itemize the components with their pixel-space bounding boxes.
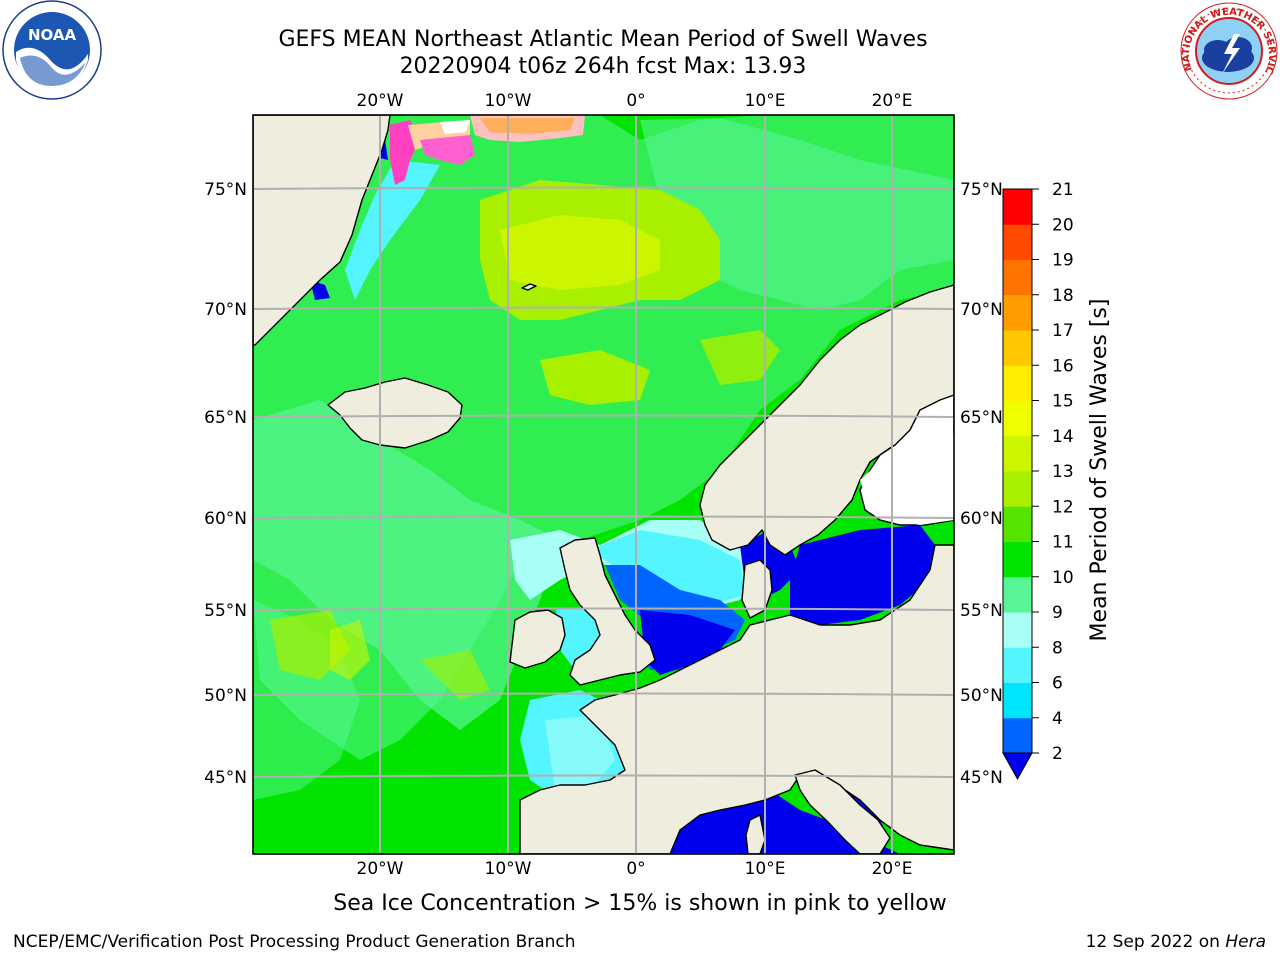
jan-mayen-land	[521, 283, 537, 291]
colorbar-tick-label: 6	[1052, 674, 1063, 694]
colorbar-label: Mean Period of Swell Waves [s]	[1087, 299, 1112, 642]
colorbar-tick-label: 9	[1052, 603, 1063, 623]
colorbar-segment	[1003, 506, 1032, 542]
lat-label-left-50n: 50°N	[204, 686, 247, 706]
colorbar-tick-label: 16	[1052, 356, 1074, 376]
ireland-land	[509, 609, 566, 669]
credit-text: NCEP/EMC/Verification Post Processing Pr…	[13, 932, 576, 952]
colorbar-tick-label: 10	[1052, 568, 1074, 588]
lon-label-bottom-20w: 20°W	[357, 859, 404, 879]
host-text: Hera	[1225, 932, 1266, 952]
colorbar-segment	[1003, 400, 1032, 437]
colorbar-segment	[1003, 435, 1032, 472]
lat-label-left-45n: 45°N	[204, 768, 247, 788]
swell-yellow-green-regions	[270, 180, 780, 700]
colorbar-segment	[1003, 294, 1032, 331]
lon-label-top-10e: 10°E	[745, 91, 786, 111]
lat-label-left-75n: 75°N	[204, 180, 247, 200]
map-gridlines	[253, 115, 954, 854]
colorbar-tick-label: 15	[1052, 392, 1074, 412]
iceland-land	[327, 377, 463, 449]
sea-ice-note: Sea Ice Concentration > 15% is shown in …	[333, 891, 947, 916]
map-frame	[252, 114, 955, 855]
colorbar-tick-label: 13	[1052, 462, 1074, 482]
colorbar-tick-label: 11	[1052, 533, 1074, 553]
lon-label-top-20e: 20°E	[872, 91, 913, 111]
colorbar-tick-label: 20	[1052, 215, 1074, 235]
colorbar-tick-label: 17	[1052, 321, 1074, 341]
noaa-logo-text: NOAA	[28, 26, 77, 44]
colorbar-segment	[1003, 259, 1032, 296]
colorbar-tick-label: 14	[1052, 427, 1074, 447]
corsica-sardinia-land	[745, 814, 766, 854]
map-plot-area	[253, 115, 954, 854]
colorbar-tick-label: 19	[1052, 251, 1074, 271]
lon-label-top-10w: 10°W	[485, 91, 532, 111]
colorbar-tick-label: 4	[1052, 709, 1063, 729]
colorbar-tick-label: 18	[1052, 286, 1074, 306]
lat-label-left-60n: 60°N	[204, 509, 247, 529]
colorbar-tick-labels: 2 4 6 8 9 10 11 12 13 14 15 16 17 18 19 20 21	[1052, 180, 1074, 764]
colorbar-tick-label: 21	[1052, 180, 1074, 200]
colorbar-segment	[1003, 541, 1032, 578]
chart-title: GEFS MEAN Northeast Atlantic Mean Period…	[278, 27, 928, 52]
lat-label-left-65n: 65°N	[204, 408, 247, 428]
lat-label-right-65n: 65°N	[960, 408, 1003, 428]
lat-label-right-60n: 60°N	[960, 509, 1003, 529]
colorbar-segment	[1003, 682, 1032, 719]
lat-label-right-50n: 50°N	[960, 686, 1003, 706]
colorbar-segment	[1003, 365, 1032, 401]
colorbar-segment	[1003, 330, 1032, 366]
colorbar-segment	[1003, 224, 1032, 260]
noaa-logo: NOAA	[2, 0, 102, 100]
sweden-interior	[860, 435, 954, 525]
chart-subtitle: 20220904 t06z 264h fcst Max: 13.93	[399, 54, 807, 79]
italy-land	[794, 769, 891, 854]
scandinavia-land	[699, 284, 954, 556]
lat-label-left-70n: 70°N	[204, 300, 247, 320]
greenland-land	[253, 115, 391, 346]
colorbar-segment	[1003, 717, 1032, 754]
lon-label-bottom-10e: 10°E	[745, 859, 786, 879]
datestamp: 12 Sep 2022 on Hera	[1086, 932, 1266, 952]
date-text: 12 Sep 2022 on	[1085, 932, 1220, 952]
colorbar-segment	[1003, 612, 1032, 648]
lat-label-right-55n: 55°N	[960, 601, 1003, 621]
colorbar-under-triangle	[1002, 752, 1033, 781]
lon-label-bottom-20e: 20°E	[872, 859, 913, 879]
colorbar-tick-label: 12	[1052, 497, 1074, 517]
lat-label-right-75n: 75°N	[960, 180, 1003, 200]
lon-label-top-0: 0°	[626, 91, 645, 111]
colorbar-segment	[1003, 647, 1032, 683]
lat-label-left-55n: 55°N	[204, 601, 247, 621]
swell-light-green-regions	[253, 115, 954, 800]
sea-ice-region	[390, 115, 585, 185]
nws-logo: NATIONAL WEATHER SERVICE	[1178, 0, 1278, 100]
great-britain-land	[559, 537, 656, 686]
lat-label-right-45n: 45°N	[960, 768, 1003, 788]
lon-label-bottom-0: 0°	[626, 859, 645, 879]
colorbar-tick-label: 2	[1052, 744, 1063, 764]
colorbar-segment	[1003, 471, 1032, 507]
colorbar-tick-label: 8	[1052, 638, 1063, 658]
lon-label-top-20w: 20°W	[357, 91, 404, 111]
colorbar-segment	[1003, 189, 1032, 225]
colorbar	[1002, 188, 1039, 781]
lat-label-right-70n: 70°N	[960, 300, 1003, 320]
lon-label-bottom-10w: 10°W	[485, 859, 532, 879]
colorbar-segment	[1003, 576, 1032, 613]
